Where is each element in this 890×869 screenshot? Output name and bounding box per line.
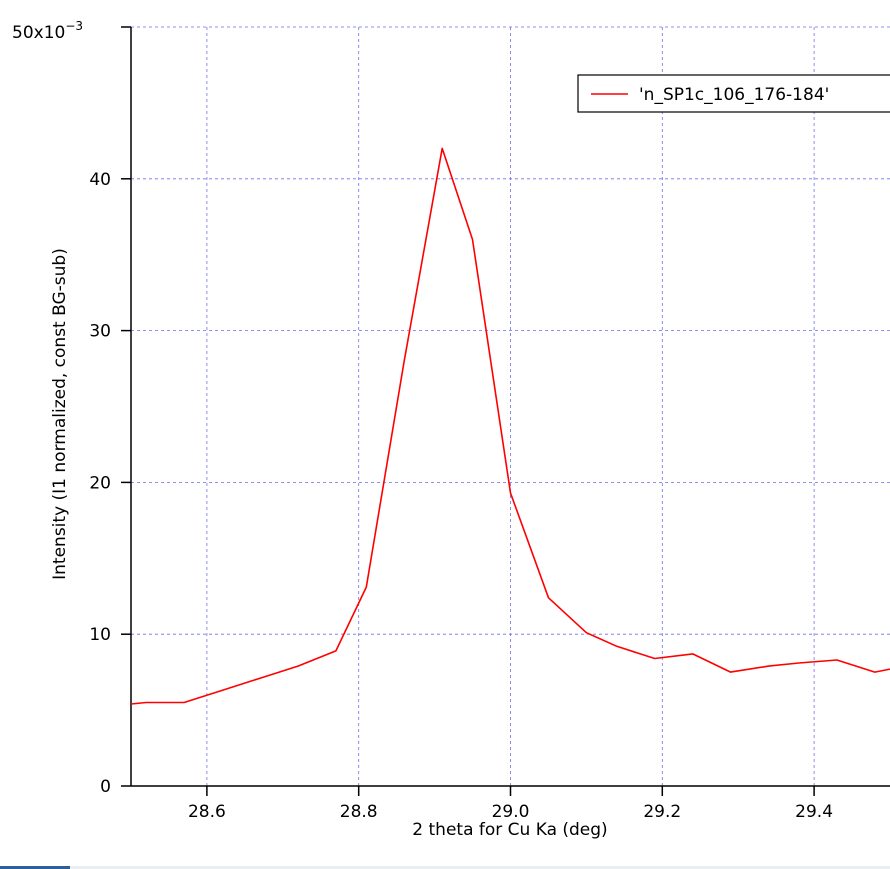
x-tick-label: 29.0 <box>492 802 530 822</box>
bottom-strip-accent <box>0 866 70 869</box>
legend-box <box>577 74 890 113</box>
x-tick-label: 29.4 <box>795 802 833 822</box>
x-tick-label: 29.2 <box>643 802 681 822</box>
x-tick-label: 28.6 <box>188 802 226 822</box>
legend-entry: 'n_SP1c_106_176-184' <box>639 85 829 105</box>
x-axis-title: 2 theta for Cu Ka (deg) <box>412 820 607 840</box>
y-axis-ticks: 0 10 20 30 40 <box>89 26 131 797</box>
x-tick-label: 28.8 <box>340 802 378 822</box>
y-tick-label: 10 <box>89 625 111 645</box>
grid-lines <box>131 26 890 786</box>
y-tick-label: 0 <box>100 777 111 797</box>
y-axis-title: Intensity (I1 normalized, const BG-sub) <box>50 248 70 580</box>
bottom-strip <box>0 866 890 869</box>
y-tick-label: 20 <box>89 473 111 493</box>
series-layer <box>130 147 890 705</box>
y-tick-label: 40 <box>89 170 111 190</box>
y-tick-label: 30 <box>89 322 111 342</box>
legend: 'n_SP1c_106_176-184' <box>577 74 890 113</box>
series-line <box>130 147 890 705</box>
y-multiplier-label: 50x10−3 <box>12 19 83 43</box>
x-axis-ticks: 28.6 28.8 29.0 29.2 29.4 <box>188 786 833 822</box>
